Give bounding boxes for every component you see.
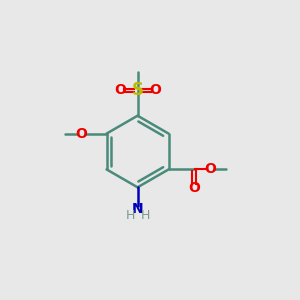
Text: H: H [125, 209, 135, 222]
Text: N: N [132, 202, 143, 216]
Text: O: O [75, 127, 87, 141]
Text: H: H [140, 209, 150, 222]
Text: O: O [188, 181, 200, 195]
Text: O: O [149, 83, 161, 97]
Text: O: O [114, 83, 126, 97]
Text: O: O [205, 162, 217, 176]
Text: S: S [132, 81, 144, 99]
